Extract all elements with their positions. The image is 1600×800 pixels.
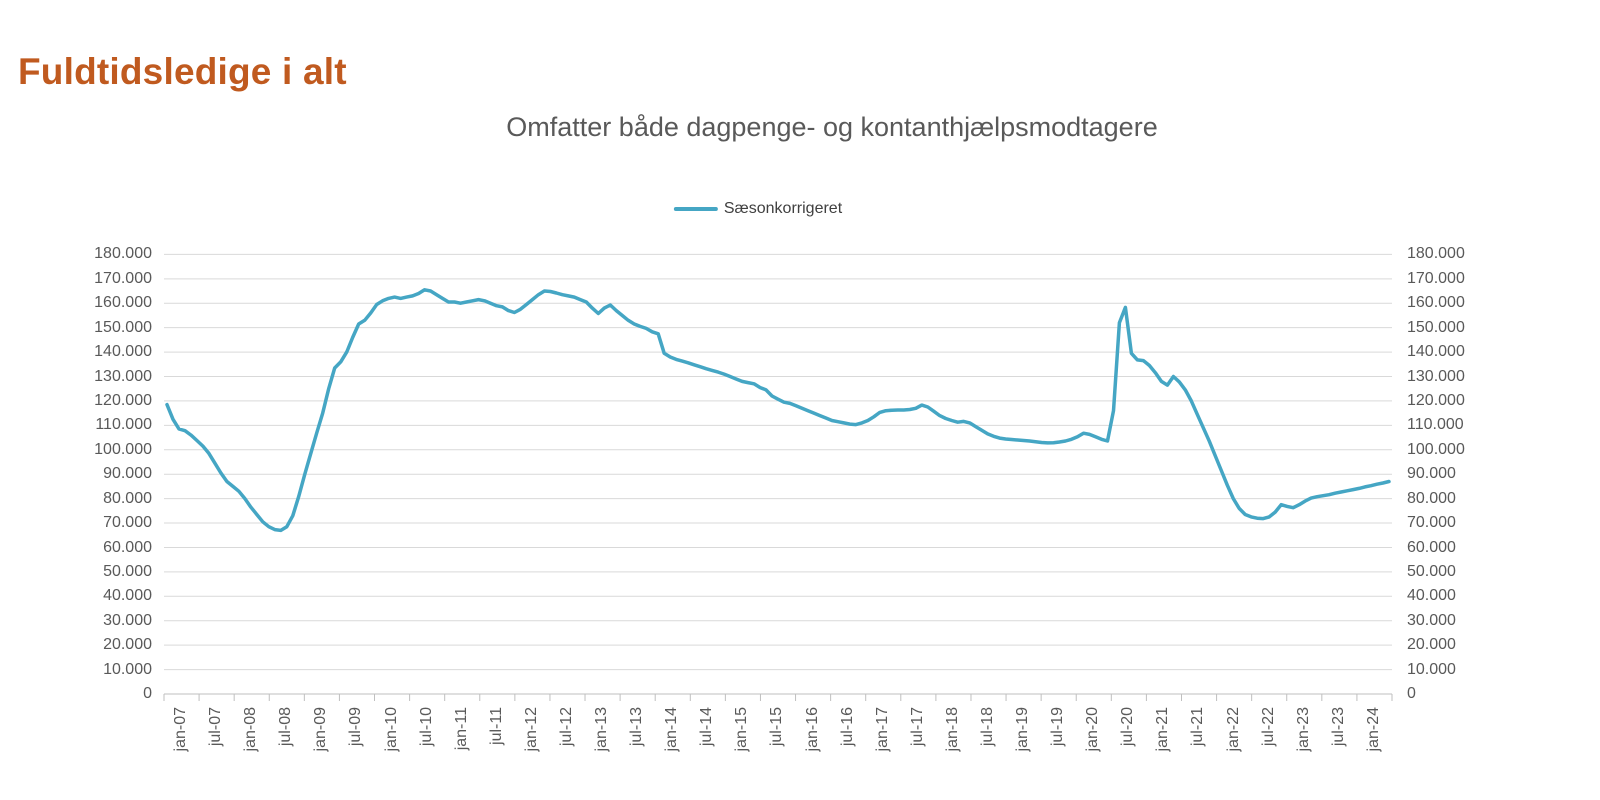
y-axis-label-left: 170.000 bbox=[94, 269, 152, 287]
x-axis-label: jan-12 bbox=[522, 707, 540, 752]
y-axis-label-left: 130.000 bbox=[94, 367, 152, 385]
y-axis-label-left: 10.000 bbox=[103, 660, 152, 678]
page-title: Fuldtidsledige i alt bbox=[18, 50, 347, 92]
y-axis-label-right: 160.000 bbox=[1407, 294, 1465, 312]
x-axis-label: jul-07 bbox=[207, 707, 225, 747]
y-axis-label-right: 0 bbox=[1407, 685, 1416, 702]
x-axis-label: jul-16 bbox=[838, 707, 856, 747]
x-axis-label: jan-20 bbox=[1084, 707, 1102, 752]
y-axis-label-right: 170.000 bbox=[1407, 269, 1465, 287]
x-axis-label: jan-16 bbox=[803, 707, 821, 752]
x-axis-label: jul-13 bbox=[628, 707, 646, 747]
y-axis-label-right: 150.000 bbox=[1407, 318, 1465, 336]
x-axis-label: jul-21 bbox=[1189, 707, 1207, 747]
y-axis-label-left: 60.000 bbox=[103, 538, 152, 556]
y-axis-label-right: 140.000 bbox=[1407, 343, 1465, 361]
x-axis-label: jul-10 bbox=[417, 707, 435, 747]
y-axis-label-right: 20.000 bbox=[1407, 636, 1456, 654]
x-axis-label: jan-18 bbox=[943, 707, 961, 752]
y-axis-label-right: 90.000 bbox=[1407, 465, 1456, 483]
x-axis-label: jul-17 bbox=[908, 707, 926, 747]
x-axis-label: jan-19 bbox=[1014, 707, 1032, 752]
y-axis-label-left: 140.000 bbox=[94, 343, 152, 361]
x-axis-label: jan-22 bbox=[1224, 707, 1242, 752]
y-axis-label-right: 50.000 bbox=[1407, 562, 1456, 580]
y-axis-label-left: 90.000 bbox=[103, 465, 152, 483]
y-axis-label-right: 30.000 bbox=[1407, 611, 1456, 629]
x-axis-label: jan-17 bbox=[873, 707, 891, 752]
y-axis-label-right: 100.000 bbox=[1407, 440, 1465, 458]
y-axis-label-left: 160.000 bbox=[94, 294, 152, 312]
x-axis-label: jul-15 bbox=[768, 707, 786, 747]
x-axis-label: jan-10 bbox=[382, 707, 400, 752]
x-axis-label: jan-23 bbox=[1294, 707, 1312, 752]
y-axis-label-left: 110.000 bbox=[95, 416, 152, 434]
legend-line-swatch bbox=[673, 207, 718, 211]
y-axis-label-right: 120.000 bbox=[1407, 391, 1465, 409]
x-axis-label: jan-15 bbox=[733, 707, 751, 752]
y-axis-label-right: 130.000 bbox=[1407, 367, 1465, 385]
x-axis-label: jan-07 bbox=[172, 707, 189, 752]
y-axis-label-right: 40.000 bbox=[1407, 587, 1456, 605]
x-axis-label: jan-21 bbox=[1154, 707, 1172, 752]
x-axis-label: jan-24 bbox=[1364, 707, 1382, 752]
x-axis-label: jan-14 bbox=[663, 707, 681, 752]
x-axis-label: jan-13 bbox=[593, 707, 611, 752]
y-axis-label-right: 80.000 bbox=[1407, 489, 1456, 507]
x-axis-label: jul-22 bbox=[1259, 707, 1277, 747]
y-axis-label-left: 100.000 bbox=[94, 440, 152, 458]
y-axis-label-left: 70.000 bbox=[103, 514, 152, 531]
y-axis-label-left: 150.000 bbox=[94, 318, 152, 336]
y-axis-label-left: 40.000 bbox=[103, 587, 152, 605]
y-axis-label-left: 20.000 bbox=[103, 636, 152, 654]
x-axis-label: jan-09 bbox=[312, 707, 330, 752]
x-axis-label: jul-19 bbox=[1049, 707, 1067, 747]
x-axis-label: jul-09 bbox=[347, 707, 365, 747]
legend: Sæsonkorrigeret bbox=[673, 200, 843, 218]
y-axis-label-left: 120.000 bbox=[94, 391, 152, 409]
series-line-saesonkorrigeret bbox=[165, 288, 1391, 533]
y-axis-label-left: 180.000 bbox=[94, 245, 152, 263]
x-axis-label: jan-08 bbox=[242, 707, 260, 752]
x-axis-label: jul-18 bbox=[978, 707, 996, 747]
x-axis-label: jul-14 bbox=[698, 707, 716, 747]
x-axis-label: jul-11 bbox=[487, 707, 505, 745]
x-axis-label: jan-11 bbox=[452, 707, 470, 751]
legend-label: Sæsonkorrigeret bbox=[723, 200, 843, 217]
y-axis-label-right: 10.000 bbox=[1407, 660, 1456, 678]
y-axis-label-right: 110.000 bbox=[1407, 416, 1464, 434]
x-axis-label: jul-12 bbox=[557, 707, 575, 747]
y-axis-label-left: 30.000 bbox=[103, 611, 152, 629]
x-axis-label: jul-20 bbox=[1119, 707, 1137, 747]
x-axis-label: jul-23 bbox=[1329, 707, 1347, 747]
y-axis-label-right: 60.000 bbox=[1407, 538, 1456, 556]
chart-title: Omfatter både dagpenge- og kontanthjælps… bbox=[506, 112, 1158, 142]
y-axis-label-left: 50.000 bbox=[103, 562, 152, 580]
y-axis-label-left: 0 bbox=[143, 685, 152, 702]
y-axis-label-right: 180.000 bbox=[1407, 245, 1465, 263]
y-axis-label-left: 80.000 bbox=[103, 489, 152, 507]
x-axis-label: jul-08 bbox=[277, 707, 295, 747]
y-axis-label-right: 70.000 bbox=[1407, 514, 1456, 531]
